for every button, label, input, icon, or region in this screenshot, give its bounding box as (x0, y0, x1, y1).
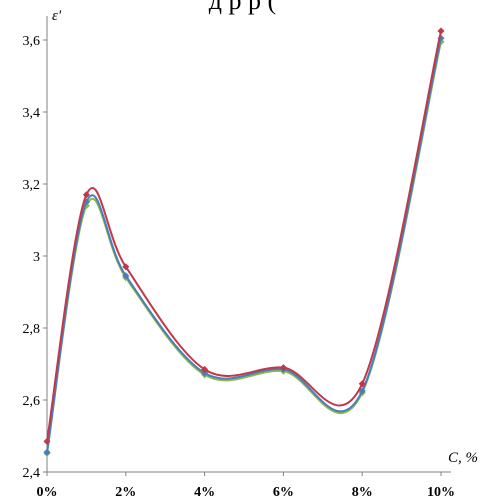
x-tick-label: 4% (194, 485, 215, 500)
x-tick-label: 6% (273, 485, 294, 500)
data-point-marker (122, 263, 130, 271)
data-point-marker (437, 27, 445, 35)
data-point-marker (122, 272, 130, 280)
series-line (46, 37, 442, 453)
series-line (46, 41, 442, 454)
x-tick-label: 2% (115, 485, 136, 500)
x-tick-label: 0% (37, 485, 58, 500)
data-point-marker (279, 364, 287, 372)
data-point-marker (201, 365, 209, 373)
y-tick-label: 2,4 (23, 466, 41, 481)
series-1 (43, 27, 445, 445)
y-tick-label: 3,2 (23, 178, 41, 193)
y-tick-label: 3,6 (23, 34, 41, 49)
chart-axes (46, 16, 451, 473)
y-tick-label: 3 (33, 250, 40, 265)
series-2 (43, 34, 445, 456)
series-line (46, 30, 442, 442)
y-tick-label: 2,8 (23, 322, 41, 337)
x-tick-label: 10% (427, 485, 455, 500)
y-tick-label: 3,4 (23, 106, 41, 121)
y-axis-label: ε' (52, 8, 62, 24)
data-point-marker (82, 191, 90, 199)
x-tick-label: 8% (352, 485, 373, 500)
series-layer (43, 27, 445, 457)
y-tick-labels: 2,4 2,6 2,8 3 3,2 3,4 3,6 (23, 34, 47, 481)
top-caption: д р р ( (208, 0, 277, 15)
x-axis-label: C, % (448, 450, 478, 466)
data-point-marker (358, 380, 366, 388)
data-point-marker (43, 448, 51, 456)
data-point-marker (43, 437, 51, 445)
series-3 (43, 38, 445, 457)
x-tick-labels: 0% 2% 4% 6% 8% 10% (37, 472, 455, 500)
y-tick-label: 2,6 (23, 394, 41, 409)
